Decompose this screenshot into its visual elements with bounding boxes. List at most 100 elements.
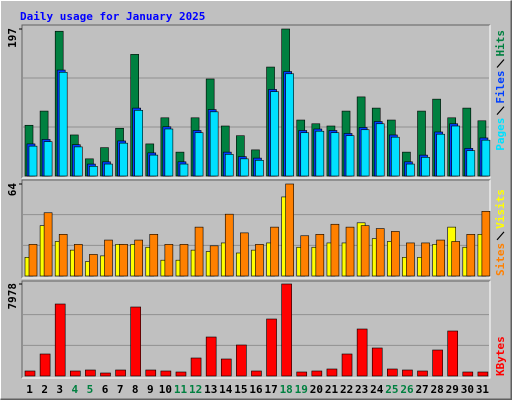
bar	[255, 160, 264, 177]
bar	[281, 283, 292, 377]
bar	[285, 183, 294, 277]
bar	[179, 163, 189, 177]
x-tick-label: 18	[280, 383, 293, 396]
bar	[330, 223, 340, 277]
bar	[387, 368, 398, 377]
x-tick-label: 8	[132, 383, 139, 396]
x-tick-label: 9	[147, 383, 154, 396]
legend-separator	[496, 59, 505, 68]
bar	[300, 132, 310, 177]
legend-separator	[496, 106, 505, 116]
bar	[209, 111, 219, 177]
bar	[119, 244, 128, 277]
bar	[341, 353, 353, 377]
x-tick-label: 4	[72, 383, 79, 396]
bar	[58, 234, 68, 277]
bar	[300, 235, 310, 277]
bar	[436, 133, 445, 177]
x-tick-label: 1	[26, 383, 33, 396]
bar	[375, 228, 385, 277]
bar	[130, 306, 141, 377]
bar	[451, 241, 461, 277]
bar	[240, 158, 249, 177]
bar	[145, 369, 157, 377]
bar	[406, 163, 415, 177]
bar	[104, 163, 113, 177]
y-tick-label: 197	[6, 28, 19, 48]
bar	[149, 234, 159, 277]
bar	[315, 234, 325, 277]
x-tick-label: 11	[174, 383, 188, 396]
bar	[356, 328, 368, 377]
bar	[466, 150, 476, 177]
bar	[104, 239, 113, 277]
bar	[432, 349, 443, 377]
bar	[255, 244, 264, 277]
legend-separator	[496, 231, 505, 241]
bar	[421, 242, 430, 277]
panel-border-dark	[21, 179, 490, 278]
bar	[360, 129, 370, 177]
bar	[391, 136, 400, 177]
x-tick-label: 27	[415, 383, 428, 396]
bar	[164, 244, 174, 277]
bar	[28, 145, 38, 177]
x-tick-label: 7	[117, 383, 124, 396]
bar	[89, 165, 98, 177]
bar	[194, 132, 204, 177]
y-tick-label: 7978	[6, 283, 19, 310]
bar	[481, 211, 491, 277]
x-tick-label: 20	[310, 383, 323, 396]
bar	[85, 369, 96, 377]
bar	[451, 125, 461, 177]
bar	[466, 234, 476, 277]
bar	[190, 357, 202, 377]
bar	[175, 371, 187, 377]
bar	[345, 226, 355, 277]
x-tick-label: 13	[204, 383, 217, 396]
x-tick-label: 12	[189, 383, 202, 396]
bar	[43, 141, 53, 177]
bar	[391, 231, 400, 277]
panel-border-light	[22, 281, 491, 379]
bar	[28, 244, 38, 277]
x-tick-label: 28	[431, 383, 444, 396]
bar	[134, 239, 143, 277]
legend-label: Sites	[494, 243, 507, 276]
x-tick-label: 22	[340, 383, 353, 396]
bar	[417, 370, 428, 377]
x-tick-label: 31	[476, 383, 490, 396]
bar	[194, 226, 204, 277]
x-tick-label: 10	[159, 383, 172, 396]
x-tick-label: 29	[446, 383, 459, 396]
bar	[481, 139, 491, 177]
bar	[447, 330, 459, 377]
bar	[100, 372, 111, 377]
bar	[119, 142, 128, 177]
bar	[54, 303, 66, 377]
bar	[285, 73, 294, 177]
bar	[402, 369, 413, 377]
x-tick-label: 24	[370, 383, 384, 396]
y-tick-label: 64	[6, 183, 19, 197]
x-tick-label: 16	[249, 383, 263, 396]
bar	[326, 368, 338, 377]
bar	[421, 157, 430, 177]
x-tick-label: 23	[355, 383, 368, 396]
bar	[24, 370, 36, 377]
bar	[240, 232, 249, 277]
x-tick-label: 30	[461, 383, 474, 396]
bar	[43, 212, 53, 277]
bar	[134, 110, 143, 177]
panel-border-dark	[21, 280, 490, 378]
bar	[406, 242, 415, 277]
bar	[270, 226, 279, 277]
bar	[220, 358, 232, 377]
x-tick-label: 6	[102, 383, 109, 396]
bar	[436, 239, 445, 277]
x-tick-label: 14	[219, 383, 233, 396]
bar	[89, 254, 98, 277]
